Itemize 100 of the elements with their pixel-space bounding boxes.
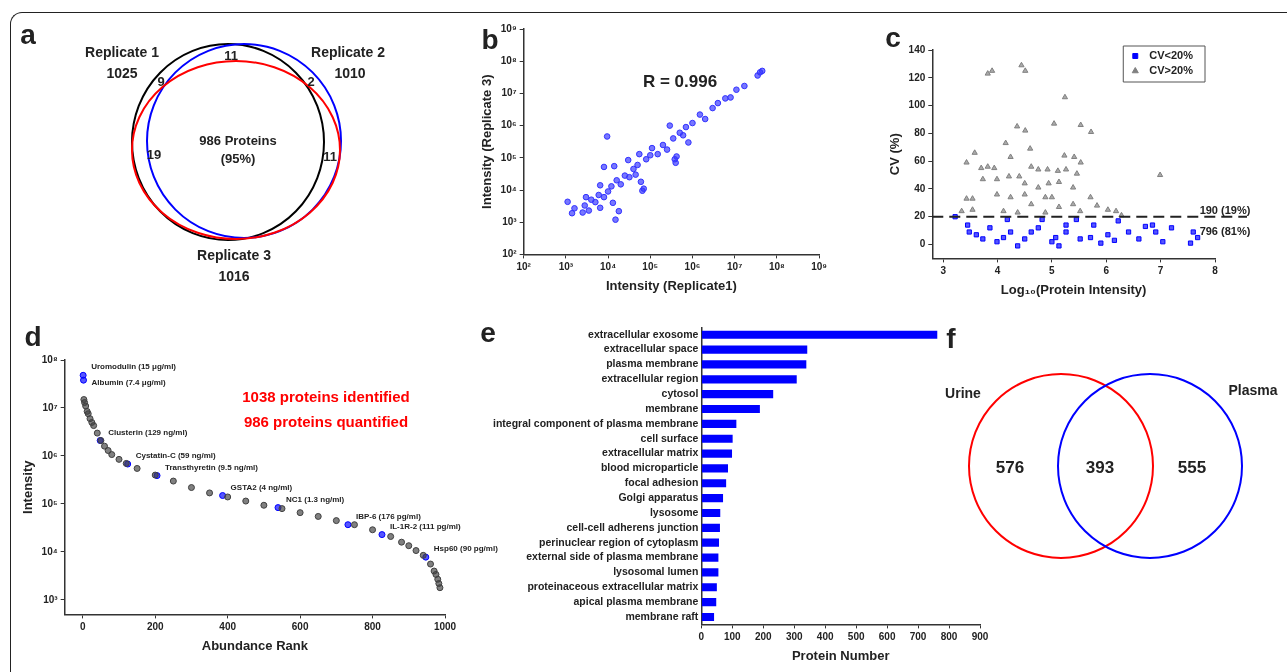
y-tick-label: 140 <box>908 43 926 55</box>
text: Replicate 1 <box>85 44 159 60</box>
y-tick-label: 10⁴ <box>500 183 517 195</box>
text: 1025 <box>106 65 138 81</box>
x-tick-label: 8 <box>1212 265 1219 277</box>
text: a <box>20 19 36 50</box>
x-tick-label: 400 <box>816 631 834 643</box>
y-tick-label: 10³ <box>502 215 518 227</box>
x-tick-label: 500 <box>847 631 865 643</box>
y-tick-label: 10⁵ <box>500 151 517 163</box>
annotation: Clusterin (129 ng/ml) <box>108 427 188 437</box>
y-tick-label: 10⁴ <box>41 545 58 557</box>
annotation: IBP-6 (176 pg/ml) <box>355 511 422 521</box>
chart-title: c <box>885 22 901 53</box>
legend-label: CV>20% <box>1149 64 1194 77</box>
y-tick-label: lysosomal lumen <box>613 565 699 578</box>
x-tick-label: 10³ <box>558 261 574 273</box>
x-tick-label: 10⁸ <box>768 261 786 273</box>
y-tick-label: 10⁵ <box>41 497 58 509</box>
y-tick-label: focal adhesion <box>624 476 699 489</box>
x-axis-title: Protein Number <box>791 647 890 663</box>
y-tick-label: extracellular exosome <box>588 327 699 340</box>
annotation: Hsp60 (90 pg/ml) <box>433 544 499 554</box>
annotation: Urine <box>945 385 981 401</box>
chart-title: e <box>480 317 496 348</box>
y-tick-label: external side of plasma membrane <box>526 550 699 563</box>
x-tick-label: 900 <box>971 631 989 643</box>
annotation: 190 (19%) <box>1199 204 1251 217</box>
y-axis-title: Intensity (Replicate 3) <box>479 74 495 209</box>
x-tick-label: 800 <box>364 621 382 633</box>
x-tick-label: 200 <box>146 621 164 633</box>
y-axis-title: Intensity <box>20 459 36 514</box>
y-tick-label: 40 <box>914 182 926 194</box>
annotation: 1038 proteins identified <box>242 388 410 406</box>
text: 2 <box>307 73 315 89</box>
y-tick-label: cell surface <box>640 431 699 444</box>
text: 576 <box>995 457 1025 477</box>
x-tick-label: 800 <box>940 631 958 643</box>
y-tick-label: lysosome <box>649 505 699 518</box>
y-tick-label: 10⁷ <box>42 401 58 413</box>
text: f <box>946 323 956 354</box>
y-axis-title: CV (%) <box>887 133 903 176</box>
x-tick-label: 300 <box>785 631 804 643</box>
annotation: Cystatin-C (59 ng/ml) <box>135 451 217 461</box>
x-tick-label: 200 <box>754 631 773 643</box>
y-tick-label: 100 <box>908 99 926 111</box>
annotation: IL-1R-2 (111 pg/ml) <box>389 521 461 531</box>
x-tick-label: 600 <box>291 621 309 633</box>
y-tick-label: extracellular matrix <box>602 446 699 459</box>
x-tick-label: 600 <box>878 631 896 643</box>
x-tick-label: 7 <box>1157 265 1164 277</box>
y-tick-label: integral component of plasma membrane <box>492 416 699 429</box>
x-tick-label: 0 <box>80 621 86 633</box>
x-axis-title: Intensity (Replicate1) <box>605 277 737 293</box>
y-tick-label: plasma membrane <box>606 357 699 370</box>
x-tick-label: 10⁹ <box>811 261 828 273</box>
y-tick-label: 60 <box>914 154 926 166</box>
x-tick-label: 1000 <box>433 621 457 633</box>
text: 393 <box>1085 457 1115 477</box>
y-tick-label: extracellular space <box>603 342 699 355</box>
y-tick-label: Golgi apparatus <box>618 491 699 504</box>
text: 1010 <box>334 65 366 81</box>
y-tick-label: membrane <box>645 401 699 414</box>
chart-title: d <box>24 321 42 352</box>
y-tick-label: 10⁶ <box>41 449 58 461</box>
x-tick-label: 10⁷ <box>727 261 743 273</box>
x-tick-label: 700 <box>909 631 927 643</box>
y-tick-label: 10² <box>502 248 518 260</box>
text: 11 <box>323 148 337 164</box>
y-tick-label: cell-cell adherens junction <box>566 520 699 533</box>
x-tick-label: 3 <box>940 265 947 277</box>
y-tick-label: 120 <box>908 71 926 83</box>
x-tick-label: 100 <box>723 631 742 643</box>
annotation: GSTA2 (4 ng/ml) <box>230 482 293 492</box>
y-tick-label: cytosol <box>661 387 699 400</box>
y-tick-label: 10⁷ <box>501 87 517 99</box>
text: Replicate 2 <box>311 44 385 60</box>
y-tick-label: blood microparticle <box>600 461 699 474</box>
text: 1016 <box>218 268 250 284</box>
text: 9 <box>157 73 165 89</box>
y-tick-label: 80 <box>914 127 926 139</box>
text: Plasma <box>1228 382 1278 398</box>
y-tick-label: apical plasma membrane <box>573 595 699 608</box>
legend-label: CV<20% <box>1149 49 1194 62</box>
annotation: Transthyretin (9.5 ng/ml) <box>165 462 259 472</box>
annotation: 986 proteins quantified <box>243 413 409 431</box>
y-tick-label: extracellular region <box>601 372 699 385</box>
y-tick-label: 20 <box>914 210 926 222</box>
text: 11 <box>224 47 238 63</box>
x-axis-title: Abundance Rank <box>201 637 309 653</box>
y-tick-label: 10⁸ <box>41 353 58 365</box>
x-tick-label: 5 <box>1049 265 1056 277</box>
y-tick-label: 10⁹ <box>500 22 517 34</box>
y-tick-label: 10³ <box>43 593 59 605</box>
text: 986 Proteins <box>199 132 277 148</box>
x-tick-label: 10² <box>516 261 532 273</box>
text: Replicate 3 <box>197 247 271 263</box>
chart-title: b <box>481 24 499 55</box>
annotation: NC1 (1.3 ng/ml) <box>286 494 345 504</box>
annotation: Albumin (7.4 μg/ml) <box>91 378 167 388</box>
